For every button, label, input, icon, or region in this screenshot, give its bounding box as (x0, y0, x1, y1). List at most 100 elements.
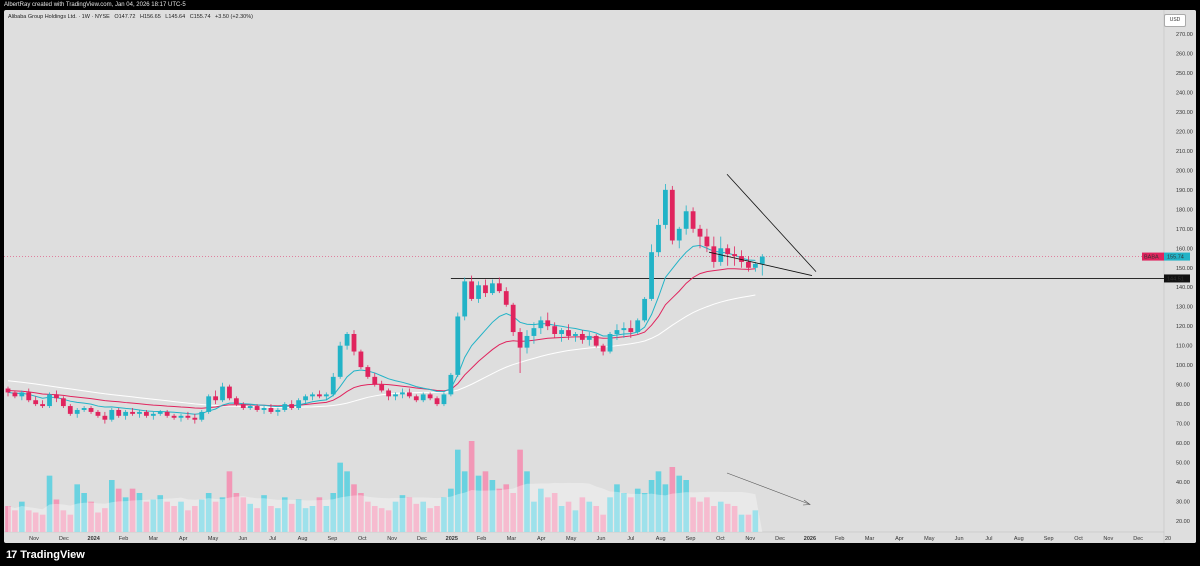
ohlc-high: H156.65 (139, 14, 161, 20)
volume-bar (316, 497, 323, 532)
volume-bar (129, 488, 136, 532)
volume-bar (455, 449, 461, 532)
y-tick-label: 90.00 (1176, 383, 1190, 389)
candle-body (434, 398, 440, 405)
volume-bar (205, 493, 212, 532)
volume-bar (648, 480, 655, 532)
volume-bar (641, 493, 648, 532)
volume-bar (185, 510, 191, 532)
candle-body (697, 228, 703, 237)
candle-body (60, 398, 66, 407)
volume-bar (115, 488, 122, 532)
tradingview-logo[interactable]: 17 TradingView (6, 549, 85, 561)
candle-body (621, 328, 627, 331)
candle-body (289, 404, 295, 409)
ticker-tag (1142, 252, 1164, 261)
volume-bar (565, 501, 572, 532)
candle-body (725, 248, 731, 255)
candle-body (102, 415, 108, 420)
candle-body (33, 400, 39, 405)
y-tick-label: 260.00 (1176, 51, 1193, 57)
tradingview-logo-icon: 17 (6, 549, 17, 561)
candle-body (206, 396, 212, 412)
volume-bar (413, 503, 420, 532)
footer-bar: 17 TradingView (0, 543, 1200, 566)
y-tick-label: 210.00 (1176, 149, 1193, 155)
candle-body (372, 376, 378, 385)
candle-body (171, 415, 177, 418)
y-tick-label: 140.00 (1176, 285, 1193, 291)
volume-bar (365, 501, 371, 532)
volume-bar (475, 475, 482, 532)
candle-body (607, 333, 613, 352)
x-tick-label: 2025 (446, 536, 458, 542)
volume-bar (261, 495, 267, 532)
candle-body (323, 394, 329, 397)
y-tick-label: 160.00 (1176, 246, 1193, 252)
candle-body (5, 388, 11, 393)
y-tick-label: 200.00 (1176, 168, 1193, 174)
volume-bar (136, 493, 143, 532)
x-tick-label: May (208, 536, 219, 542)
volume-bar (448, 488, 454, 532)
x-tick-label: Feb (835, 536, 844, 542)
candle-body (711, 246, 717, 262)
volume-bar (122, 497, 129, 532)
candle-body (157, 411, 163, 414)
x-tick-label: Jun (955, 536, 964, 542)
volume-bar (634, 488, 641, 532)
level-tag (1164, 274, 1190, 283)
candle-body (233, 398, 239, 405)
volume-bar (731, 506, 738, 532)
candle-body (476, 285, 481, 299)
x-tick-label: Dec (1133, 536, 1143, 542)
x-tick-label: Jun (238, 536, 247, 542)
volume-bar (19, 501, 25, 532)
candle-body (483, 285, 488, 294)
y-tick-label: 20.00 (1176, 519, 1190, 525)
candle-body (586, 335, 592, 340)
candle-body (178, 415, 184, 418)
volume-bar (551, 493, 558, 532)
volume-bar (371, 506, 378, 532)
volume-bar (704, 497, 710, 532)
x-tick-label: Oct (1074, 536, 1083, 542)
volume-bar (406, 497, 413, 532)
candle-body (510, 304, 516, 333)
candle-body (130, 411, 135, 414)
volume-bar (558, 506, 565, 532)
volume-bar (586, 501, 593, 532)
candle-body (420, 394, 426, 401)
currency-button[interactable]: USD (1164, 14, 1186, 27)
volume-bar (219, 497, 226, 532)
volume-bar (330, 493, 337, 532)
volume-bar (745, 514, 752, 532)
volume-bar (254, 508, 260, 532)
volume-bar (275, 508, 281, 532)
volume-bar (717, 501, 724, 532)
volume-bar (572, 510, 579, 532)
price-chart[interactable]: 20.00 30.00 40.00 50.00 60.00 70.00 80.00 90.00… (4, 10, 1196, 543)
y-tick-label: 40.00 (1176, 480, 1190, 486)
candle-body (317, 394, 322, 397)
volume-bar (81, 493, 87, 532)
x-tick-label: Dec (59, 536, 69, 542)
y-tick-label: 230.00 (1176, 110, 1193, 116)
x-tick-label: Aug (1014, 536, 1024, 542)
x-tick-label: 20 (1165, 536, 1171, 542)
y-tick-label: 120.00 (1176, 324, 1193, 330)
candle-body (496, 283, 502, 292)
volume-bar (482, 471, 489, 532)
volume-bar (143, 501, 150, 532)
chart-frame[interactable]: 20.00 30.00 40.00 50.00 60.00 70.00 80.00 90.00… (4, 10, 1196, 543)
candle-body (566, 330, 571, 336)
moving-average-slow (7, 294, 756, 408)
volume-bar (392, 501, 399, 532)
volume-bar (662, 484, 669, 532)
candle-body (358, 351, 364, 368)
candle-body (137, 411, 142, 414)
x-tick-label: Jul (269, 536, 276, 542)
credit-bar: AlbertRay created with TradingView.com, … (0, 0, 1200, 10)
volume-bar (150, 499, 157, 532)
y-tick-label: 70.00 (1176, 422, 1190, 428)
